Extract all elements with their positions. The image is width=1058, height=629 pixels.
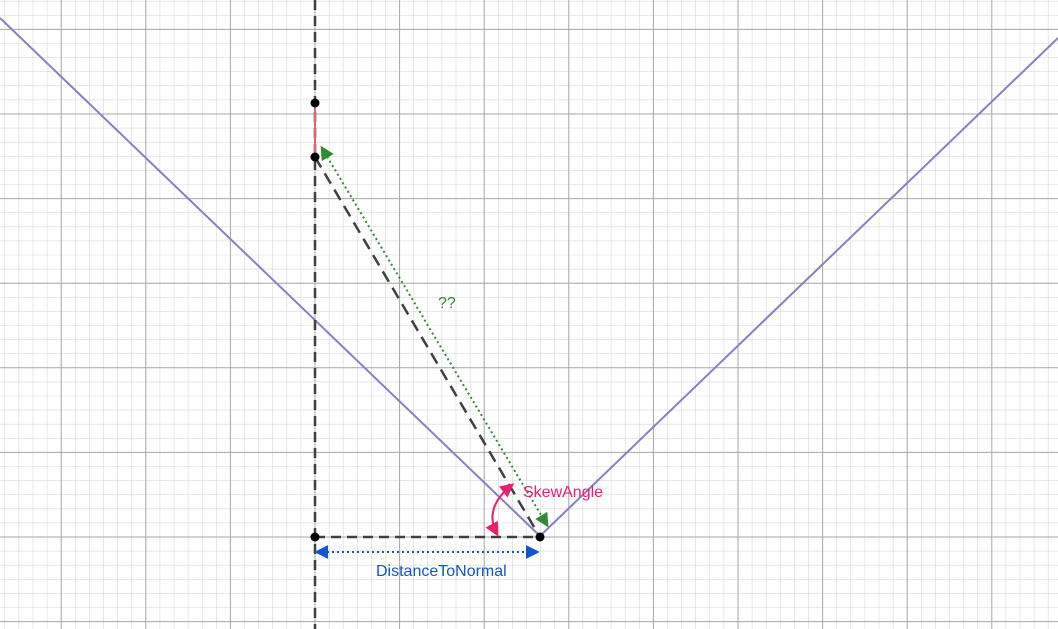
skew-angle-label: SkewAngle xyxy=(523,484,603,501)
unknown-length-label: ?? xyxy=(438,295,456,312)
bottom-left-point xyxy=(310,532,320,542)
unknown-length-arrow xyxy=(320,145,549,528)
distance-to-normal-label: DistanceToNormal xyxy=(376,563,507,580)
vertex-point xyxy=(535,532,545,542)
top-point xyxy=(310,98,320,108)
upper-point xyxy=(310,152,320,162)
right-diagonal-line xyxy=(539,37,1058,537)
skew-angle-arc xyxy=(485,483,515,537)
